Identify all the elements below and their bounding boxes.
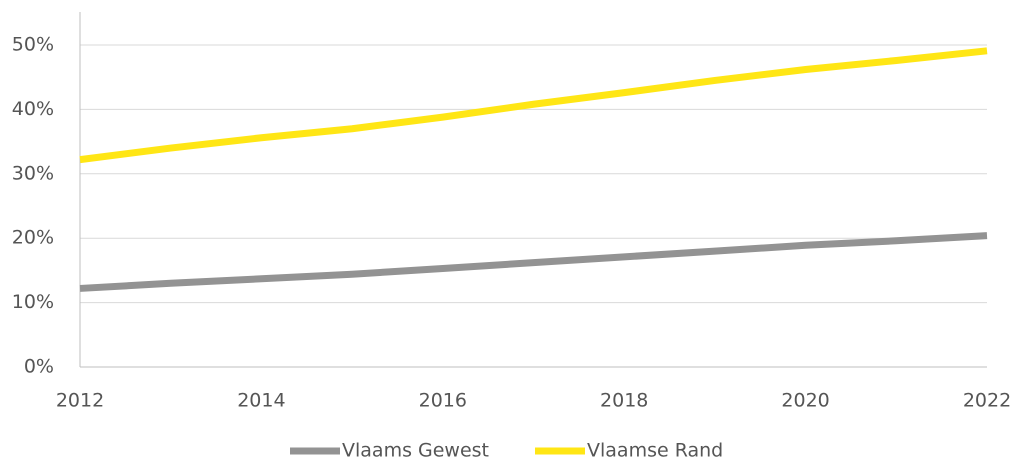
x-tick-label: 2022 <box>963 390 1011 412</box>
x-tick-label: 2016 <box>419 390 467 412</box>
x-tick-label: 2020 <box>781 390 829 412</box>
y-tick-label: 20% <box>12 227 54 249</box>
y-tick-label: 40% <box>12 98 54 120</box>
x-tick-label: 2014 <box>237 390 285 412</box>
y-tick-label: 0% <box>24 356 54 378</box>
legend-label: Vlaamse Rand <box>587 440 723 462</box>
x-tick-label: 2018 <box>600 390 648 412</box>
y-tick-label: 30% <box>12 162 54 184</box>
series-line <box>79 47 988 164</box>
series-line <box>79 232 988 292</box>
x-tick-label: 2012 <box>56 390 104 412</box>
legend-label: Vlaams Gewest <box>342 440 489 462</box>
y-tick-label: 10% <box>12 291 54 313</box>
y-tick-label: 50% <box>12 34 54 56</box>
